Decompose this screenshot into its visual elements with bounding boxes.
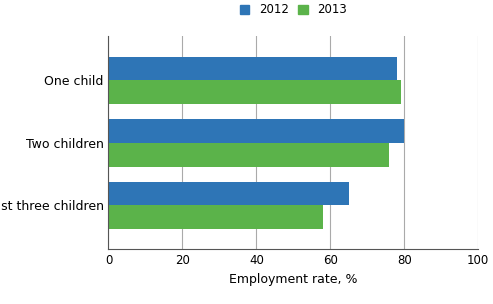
Bar xyxy=(108,119,404,143)
Bar xyxy=(108,57,397,80)
X-axis label: Employment rate, %: Employment rate, % xyxy=(229,273,357,286)
Bar xyxy=(108,182,349,206)
Bar xyxy=(108,80,400,104)
Bar xyxy=(108,206,323,229)
Legend: 2012, 2013: 2012, 2013 xyxy=(236,0,351,20)
Bar xyxy=(108,143,389,167)
